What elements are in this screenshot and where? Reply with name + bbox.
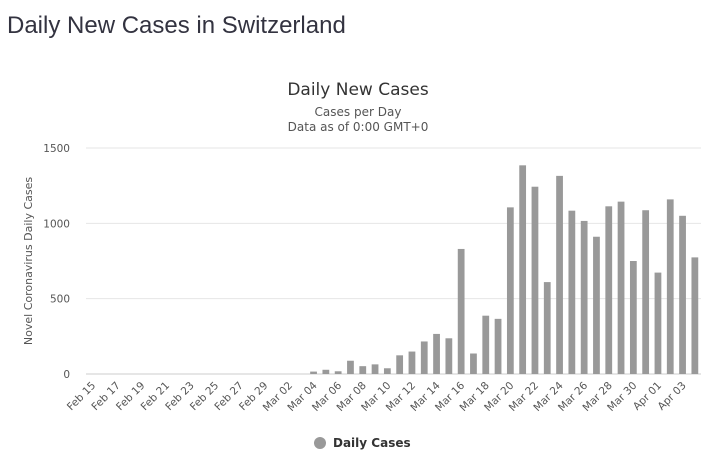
y-tick-label: 0: [63, 369, 70, 381]
bar[interactable]: [593, 236, 600, 374]
bar[interactable]: [556, 175, 563, 374]
bar[interactable]: [433, 333, 440, 374]
bar[interactable]: [494, 318, 502, 374]
bar[interactable]: [506, 207, 514, 374]
chart-subtitle-line-1: Cases per Day: [315, 105, 402, 119]
legend[interactable]: Daily Cases: [314, 436, 411, 450]
bar[interactable]: [642, 210, 650, 374]
y-tick-label: 1000: [43, 218, 70, 230]
bar[interactable]: [445, 338, 453, 374]
chart-subtitle-line-2: Data as of 0:00 GMT+0: [288, 120, 429, 134]
bar[interactable]: [457, 248, 465, 374]
chart-title: Daily New Cases: [287, 80, 429, 100]
bar[interactable]: [666, 199, 674, 374]
bar[interactable]: [322, 369, 330, 374]
bar[interactable]: [470, 353, 477, 374]
bar[interactable]: [679, 215, 686, 374]
bar[interactable]: [531, 186, 539, 374]
legend-label: Daily Cases: [333, 436, 411, 450]
bar[interactable]: [359, 366, 367, 374]
bar[interactable]: [310, 371, 317, 374]
bar[interactable]: [605, 206, 613, 374]
bar[interactable]: [617, 201, 625, 374]
y-axis-label: Novel Coronavirus Daily Cases: [22, 177, 35, 345]
bar[interactable]: [420, 341, 428, 374]
bar[interactable]: [654, 272, 662, 374]
bar[interactable]: [396, 355, 404, 374]
bar[interactable]: [408, 351, 416, 374]
bar[interactable]: [482, 315, 490, 374]
bar[interactable]: [334, 371, 342, 374]
bar[interactable]: [580, 220, 588, 374]
bar[interactable]: [371, 364, 379, 374]
y-axis-ticks: 0 500 1000 1500: [43, 143, 70, 381]
y-tick-label: 500: [50, 294, 70, 306]
bar[interactable]: [519, 165, 527, 374]
bar[interactable]: [347, 360, 354, 374]
page-title: Daily New Cases in Switzerland: [7, 12, 346, 39]
bar[interactable]: [543, 282, 551, 374]
bars: [310, 165, 699, 374]
bar[interactable]: [568, 210, 576, 374]
legend-marker: [314, 437, 326, 449]
bar[interactable]: [383, 368, 391, 374]
bar[interactable]: [691, 257, 699, 374]
y-tick-label: 1500: [43, 143, 70, 155]
bar[interactable]: [629, 261, 637, 374]
